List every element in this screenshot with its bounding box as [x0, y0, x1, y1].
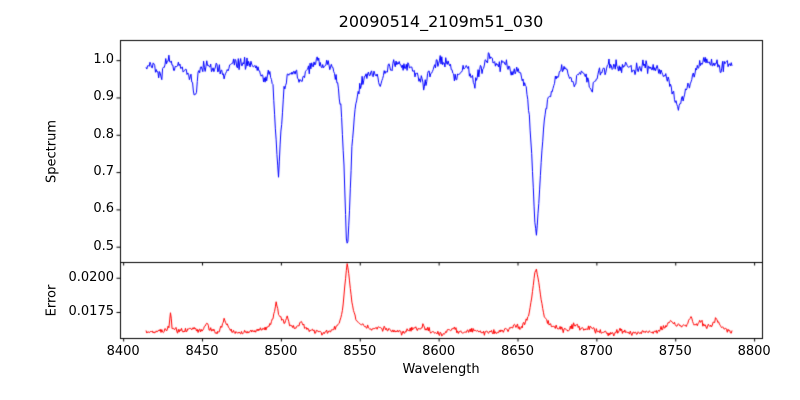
spectrum-y-tick-label: 0.9	[93, 89, 114, 105]
spectrum-y-tick-label: 0.8	[93, 126, 114, 142]
spectrum-y-tick-label: 0.5	[93, 238, 114, 254]
x-tick-label: 8750	[658, 344, 692, 359]
x-tick-label: 8500	[264, 344, 298, 359]
error-y-tick-label: 0.0200	[68, 269, 115, 285]
spectrum-y-axis-label: Spectrum	[44, 120, 60, 183]
spectrum-y-tick-label: 1.0	[93, 52, 114, 68]
chart-title: 20090514_2109m51_030	[338, 12, 544, 31]
wavelength-x-axis-label: Wavelength	[402, 362, 480, 377]
x-tick-label: 8700	[579, 344, 613, 359]
x-tick-label: 8400	[106, 344, 140, 359]
x-tick-label: 8600	[422, 344, 456, 359]
x-tick-label: 8800	[737, 344, 771, 359]
error-y-axis-label: Error	[44, 284, 60, 317]
x-tick-label: 8450	[185, 344, 219, 359]
error-y-tick-label: 0.0175	[68, 303, 115, 319]
spectrum-y-tick-label: 0.7	[93, 164, 114, 180]
spectrum-y-tick-label: 0.6	[93, 201, 114, 217]
x-tick-label: 8650	[500, 344, 535, 359]
x-tick-label: 8550	[343, 344, 377, 359]
